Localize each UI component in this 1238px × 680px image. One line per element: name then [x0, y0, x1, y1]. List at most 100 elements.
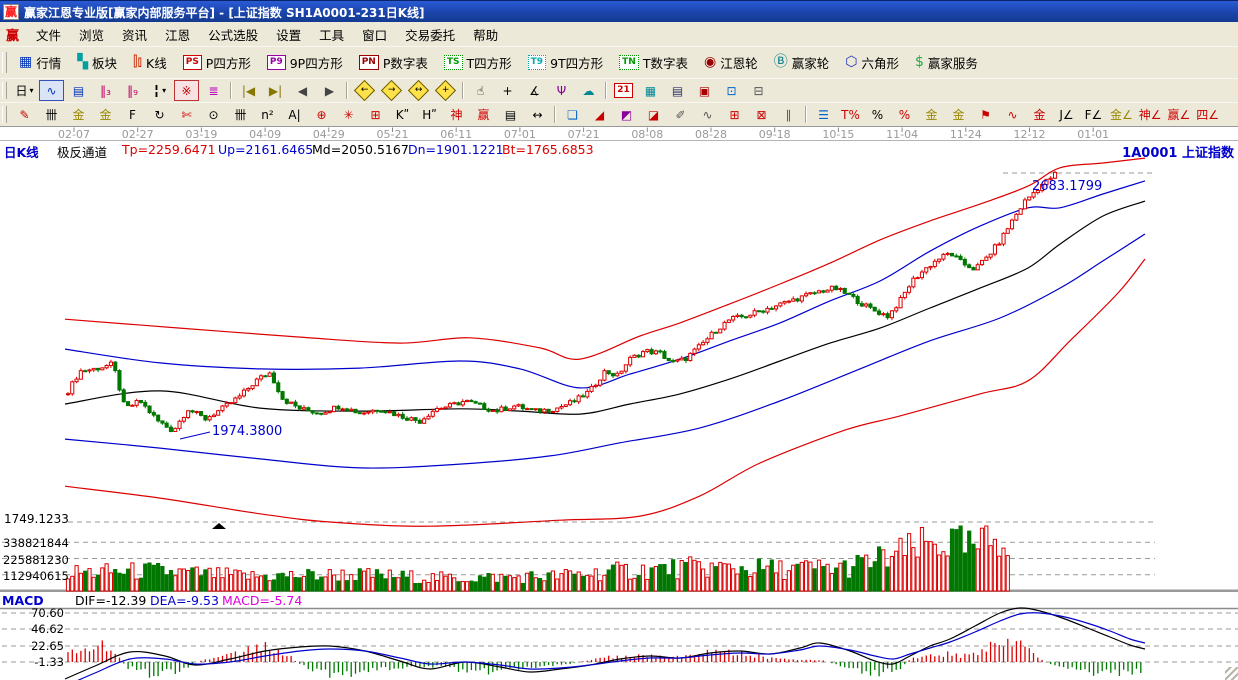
draw-tool-spiral-tool[interactable]: ↻: [147, 104, 172, 125]
draw-tool-grid-arrow-tool[interactable]: ⊠: [749, 104, 774, 125]
view-tool-print-tool[interactable]: ⊟: [746, 80, 771, 101]
toolbar-button-kline[interactable]: ⫿⫾ K线: [125, 50, 175, 75]
view-tool-pan-right[interactable]: →: [379, 79, 404, 102]
toolbar-button-t-number-table[interactable]: TN T数字表: [611, 50, 696, 75]
toolbar-button-hexagon[interactable]: ⬡ 六角形: [837, 50, 907, 75]
draw-tool-boxed-grid-tool[interactable]: ⊞: [363, 104, 388, 125]
view-tool-calculator[interactable]: ▦: [638, 80, 663, 101]
view-tool-bars-3-tool[interactable]: ‖₃: [93, 80, 118, 101]
draw-tool-ruler-123-tool[interactable]: ▤: [498, 104, 523, 125]
draw-tool-percent-tool[interactable]: %: [865, 104, 890, 125]
draw-tool-n-square-tool[interactable]: n²: [255, 104, 280, 125]
draw-tool-gold-lines-tool[interactable]: 金: [946, 104, 971, 125]
draw-tool-a-line-tool[interactable]: A|: [282, 104, 307, 125]
draw-tool-h-quote-tool[interactable]: Hʺ: [417, 104, 442, 125]
chart-canvas[interactable]: [0, 127, 1238, 680]
draw-tool-circle-cross-tool[interactable]: ⊕: [309, 104, 334, 125]
draw-tool-gold-angle-tool[interactable]: 金∠: [1108, 104, 1135, 125]
view-tool-calendar-21[interactable]: 21: [611, 80, 636, 101]
view-tool-crosshair-tool[interactable]: +: [495, 80, 520, 101]
view-tool-zoom-out-diamond[interactable]: ↔: [406, 79, 431, 102]
view-tool-step-back[interactable]: ◀: [290, 80, 315, 101]
draw-tool-list-panel-tool[interactable]: ☰: [811, 104, 836, 125]
toolbar-button-t-square[interactable]: TS T四方形: [436, 50, 520, 75]
view-tool-zoom-in-diamond[interactable]: +: [433, 79, 458, 102]
menu-item-设置[interactable]: 设置: [276, 27, 302, 43]
draw-tool-gold-circle-tool[interactable]: 金: [919, 104, 944, 125]
view-tool-angle-measure-tool[interactable]: ∡: [522, 80, 547, 101]
view-tool-pan-left[interactable]: ←: [352, 79, 377, 102]
toolbar-button-sectors[interactable]: ▚ 板块: [69, 50, 125, 75]
draw-tool-shen-lines-tool[interactable]: 神: [444, 104, 469, 125]
toolbar-button-p-square[interactable]: PS P四方形: [175, 50, 259, 75]
view-tool-network-data[interactable]: ⊡: [719, 80, 744, 101]
toolbar-button-quotes[interactable]: ▦ 行情: [11, 50, 69, 75]
menu-item-公式选股[interactable]: 公式选股: [208, 27, 259, 43]
draw-tool-si-angle-tool[interactable]: 四∠: [1194, 104, 1221, 125]
view-tool-hand-tool[interactable]: ☝: [468, 80, 493, 101]
pan-left-icon: ←: [353, 79, 376, 102]
draw-tool-f-angle-tool[interactable]: F∠: [1081, 104, 1106, 125]
draw-tool-k-quote-tool[interactable]: Kʺ: [390, 104, 415, 125]
draw-tool-ying-lines-tool[interactable]: 赢: [471, 104, 496, 125]
draw-tool-box-fan-purple-tool[interactable]: ◩: [614, 104, 639, 125]
draw-tool-gold-grid2-tool[interactable]: 金: [93, 104, 118, 125]
toolbar-button-gann-wheel[interactable]: ◉ 江恩轮: [696, 50, 766, 75]
menu-item-江恩[interactable]: 江恩: [165, 27, 191, 43]
draw-tool-j-angle-tool[interactable]: J∠: [1054, 104, 1079, 125]
view-tool-ai-analysis-tool[interactable]: ☁: [576, 80, 601, 101]
view-tool-extreme-channel-tool[interactable]: ※: [174, 80, 199, 101]
draw-tool-box-diagonal-tool[interactable]: ◪: [641, 104, 666, 125]
view-tool-skip-to-end[interactable]: ▶|: [263, 80, 288, 101]
view-tool-trend-wave-tool[interactable]: ∿: [39, 80, 64, 101]
draw-tool-wave-box-tool[interactable]: ∿: [1000, 104, 1025, 125]
view-tool-notes-panel[interactable]: ▤: [66, 80, 91, 101]
draw-tool-box-tool[interactable]: ❏: [560, 104, 585, 125]
view-tool-skip-to-start[interactable]: |◀: [236, 80, 261, 101]
draw-tool-cycle-clock-tool[interactable]: ⊙: [201, 104, 226, 125]
draw-tool-asterisk-grid-tool[interactable]: ✳: [336, 104, 361, 125]
draw-tool-ying-angle-tool[interactable]: 赢∠: [1166, 104, 1193, 125]
toolbar-button-9t-square[interactable]: T9 9T四方形: [520, 50, 612, 75]
draw-tool-brush-tool[interactable]: ✎: [12, 104, 37, 125]
draw-tool-knife-tool[interactable]: ✄: [174, 104, 199, 125]
toolbar-button-p-number-table[interactable]: PN P数字表: [351, 50, 436, 75]
draw-tool-gold-grid-tool[interactable]: 金: [66, 104, 91, 125]
toolbar-button-9p-square[interactable]: P9 9P四方形: [259, 50, 351, 75]
view-tool-histogram-panel[interactable]: ≣: [201, 80, 226, 101]
toolbar-button-winner-service[interactable]: $ 赢家服务: [907, 50, 986, 75]
view-tool-candle-style-selector[interactable]: ╏ ▾: [147, 80, 172, 101]
menu-item-文件[interactable]: 文件: [36, 27, 62, 43]
draw-tool-fan-lines-tool[interactable]: ◢: [587, 104, 612, 125]
menu-item-浏览[interactable]: 浏览: [79, 27, 105, 43]
toolbar-button-winner-wheel[interactable]: Ⓑ 赢家轮: [766, 50, 838, 75]
draw-tool-shen-angle-tool[interactable]: 神∠: [1137, 104, 1164, 125]
menu-item-工具[interactable]: 工具: [319, 27, 345, 43]
menu-item-资讯[interactable]: 资讯: [122, 27, 148, 43]
draw-tool-percent-line-tool[interactable]: %: [892, 104, 917, 125]
draw-tool-pencil-fan-tool[interactable]: ✐: [668, 104, 693, 125]
draw-tool-red-grid-tool[interactable]: ⊞: [722, 104, 747, 125]
window-resize-grip[interactable]: [1225, 667, 1238, 680]
draw-tool-span-measure-tool[interactable]: ↔: [525, 104, 550, 125]
draw-tool-price-lines-tool[interactable]: 卌: [228, 104, 253, 125]
view-tool-step-forward[interactable]: ▶: [317, 80, 342, 101]
draw-tool-flag-tool[interactable]: ⚑: [973, 104, 998, 125]
view-tool-save-floppy[interactable]: ▣: [692, 80, 717, 101]
menu-item-帮助[interactable]: 帮助: [473, 27, 499, 43]
draw-tool-parallel-lines-tool[interactable]: ∥: [776, 104, 801, 125]
draw-tool-zigzag-tool[interactable]: ∿: [695, 104, 720, 125]
date-tick-label: 07-01: [503, 128, 536, 141]
view-tool-report-document[interactable]: ▤: [665, 80, 690, 101]
menu-item-窗口[interactable]: 窗口: [362, 27, 388, 43]
title-bar[interactable]: 赢 赢家江恩专业版[赢家内部服务平台] - [上证指数 SH1A0001-231…: [0, 0, 1238, 23]
draw-tool-t-percent-tool[interactable]: T%: [838, 104, 863, 125]
view-tool-period-day-selector[interactable]: 日 ▾: [12, 80, 37, 101]
view-tool-gann-tool-purple[interactable]: Ψ: [549, 80, 574, 101]
menu-item-交易委托[interactable]: 交易委托: [405, 27, 456, 43]
view-tool-bars-9-tool[interactable]: ‖₉: [120, 80, 145, 101]
draw-tool-gold-box-tool[interactable]: 金: [1027, 104, 1052, 125]
brush-tool-icon: ✎: [19, 107, 30, 122]
draw-tool-fibonacci-lines-tool[interactable]: F: [120, 104, 145, 125]
draw-tool-hash-lines-tool[interactable]: 卌: [39, 104, 64, 125]
